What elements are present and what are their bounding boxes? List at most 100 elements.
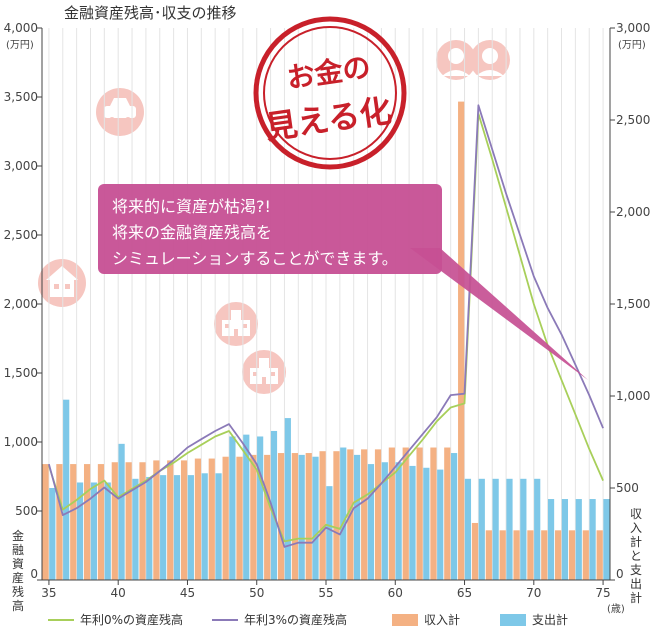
income-bar xyxy=(458,101,465,580)
x-unit: (歳) xyxy=(607,603,625,615)
y-right-label: 収入計と支出計 xyxy=(630,507,642,605)
y-right-tick-label: 2,000 xyxy=(616,205,650,219)
expense-bar xyxy=(464,478,472,580)
y-left-tick-label: 0 xyxy=(30,567,38,581)
callout-text: 将来的に資産が枯渇?! xyxy=(112,197,271,216)
income-bar xyxy=(236,456,243,580)
expense-bar xyxy=(340,447,347,580)
x-tick-label: 40 xyxy=(111,586,126,600)
stamp-outer-ring xyxy=(253,16,407,170)
income-bar xyxy=(97,464,105,580)
expense-bar xyxy=(367,464,375,580)
expense-bar xyxy=(298,454,305,580)
y-left-tick-label: 1,500 xyxy=(4,366,38,380)
income-bar xyxy=(291,453,298,580)
income-bar xyxy=(319,451,326,580)
expense-bar xyxy=(49,488,56,580)
income-bar xyxy=(416,447,423,580)
income-bar xyxy=(555,530,562,580)
expense-bar xyxy=(146,476,153,580)
income-bar xyxy=(194,458,202,580)
callout-pointer xyxy=(410,248,588,380)
expense-bar xyxy=(173,475,181,580)
stamp-text-line2: 見える化 xyxy=(263,91,394,146)
expense-bar xyxy=(381,462,388,580)
callout-box xyxy=(98,184,442,274)
x-tick-label: 35 xyxy=(41,586,56,600)
y-left-tick-label: 2,000 xyxy=(4,297,38,311)
income-bar xyxy=(42,464,49,580)
life-event-icons xyxy=(38,40,510,394)
expense-bar xyxy=(229,436,236,580)
income-bar xyxy=(70,464,77,580)
x-tick-label: 70 xyxy=(526,586,541,600)
y-right-tick-label: 3,000 xyxy=(616,21,650,35)
expense-bar xyxy=(104,482,111,580)
income-bar xyxy=(333,451,340,580)
income-bar xyxy=(111,462,118,580)
y-right-tick-label: 1,500 xyxy=(616,297,650,311)
income-bar xyxy=(83,464,91,580)
expense-bar xyxy=(589,499,596,580)
income-bar xyxy=(388,447,395,580)
series-line-rate3 xyxy=(48,104,604,548)
income-bar xyxy=(277,453,285,580)
income-bar xyxy=(513,530,520,580)
expense-bar xyxy=(534,478,541,580)
income-bar xyxy=(430,447,437,580)
income-bar xyxy=(264,454,271,580)
expense-bar xyxy=(76,482,84,580)
income-bar xyxy=(139,462,146,580)
svg-text:収入計: 収入計 xyxy=(424,612,460,627)
x-tick-label: 65 xyxy=(457,586,472,600)
income-bar xyxy=(250,454,257,580)
expense-bar xyxy=(270,430,278,580)
y-right-tick-label: 2,500 xyxy=(616,113,650,127)
x-tick-label: 55 xyxy=(318,586,333,600)
income-bar xyxy=(361,449,368,580)
income-bar xyxy=(208,458,215,580)
income-bar xyxy=(527,530,534,580)
expense-bar xyxy=(63,399,70,580)
x-tick-label: 60 xyxy=(388,586,403,600)
school-icon xyxy=(214,302,258,346)
y-left-tick-label: 1,000 xyxy=(4,435,38,449)
income-bar xyxy=(568,530,576,580)
school-icon xyxy=(242,350,286,394)
expense-bar xyxy=(547,499,555,580)
income-bar xyxy=(125,462,132,580)
income-bar xyxy=(485,530,492,580)
expense-bar xyxy=(312,456,319,580)
legend-rate0: 年利0%の資産残高 xyxy=(48,612,183,627)
axes-layer: 金融資産残高･収支の推移05001,0001,5002,0002,5003,00… xyxy=(4,4,651,615)
income-bar xyxy=(374,449,382,580)
expense-bar xyxy=(478,478,485,580)
y-left-label: 金融資産残高 xyxy=(12,528,24,613)
y-left-tick-label: 500 xyxy=(15,504,38,518)
svg-text:年利0%の資産残高: 年利0%の資産残高 xyxy=(80,612,183,627)
income-bar xyxy=(153,460,160,580)
y-right-tick-label: 500 xyxy=(616,481,639,495)
lines-layer xyxy=(48,104,604,548)
expense-bar xyxy=(437,469,444,580)
expense-bar xyxy=(257,436,264,580)
expense-bar xyxy=(284,418,291,580)
stamp-inner-ring xyxy=(263,26,397,160)
income-bar xyxy=(402,447,409,580)
expense-bar xyxy=(326,486,333,580)
y-left-tick-label: 4,000 xyxy=(4,21,38,35)
x-tick-label: 45 xyxy=(180,586,195,600)
income-bar xyxy=(305,453,312,580)
income-bar xyxy=(582,530,589,580)
expense-bar xyxy=(395,462,402,580)
expense-bar xyxy=(575,499,582,580)
income-bar xyxy=(444,447,451,580)
y-left-tick-label: 3,000 xyxy=(4,159,38,173)
y-right-tick-label: 0 xyxy=(616,567,624,581)
expense-bar xyxy=(520,478,527,580)
y-right-unit: (万円) xyxy=(618,40,646,51)
svg-text:年利3%の資産残高: 年利3%の資産残高 xyxy=(244,612,347,627)
